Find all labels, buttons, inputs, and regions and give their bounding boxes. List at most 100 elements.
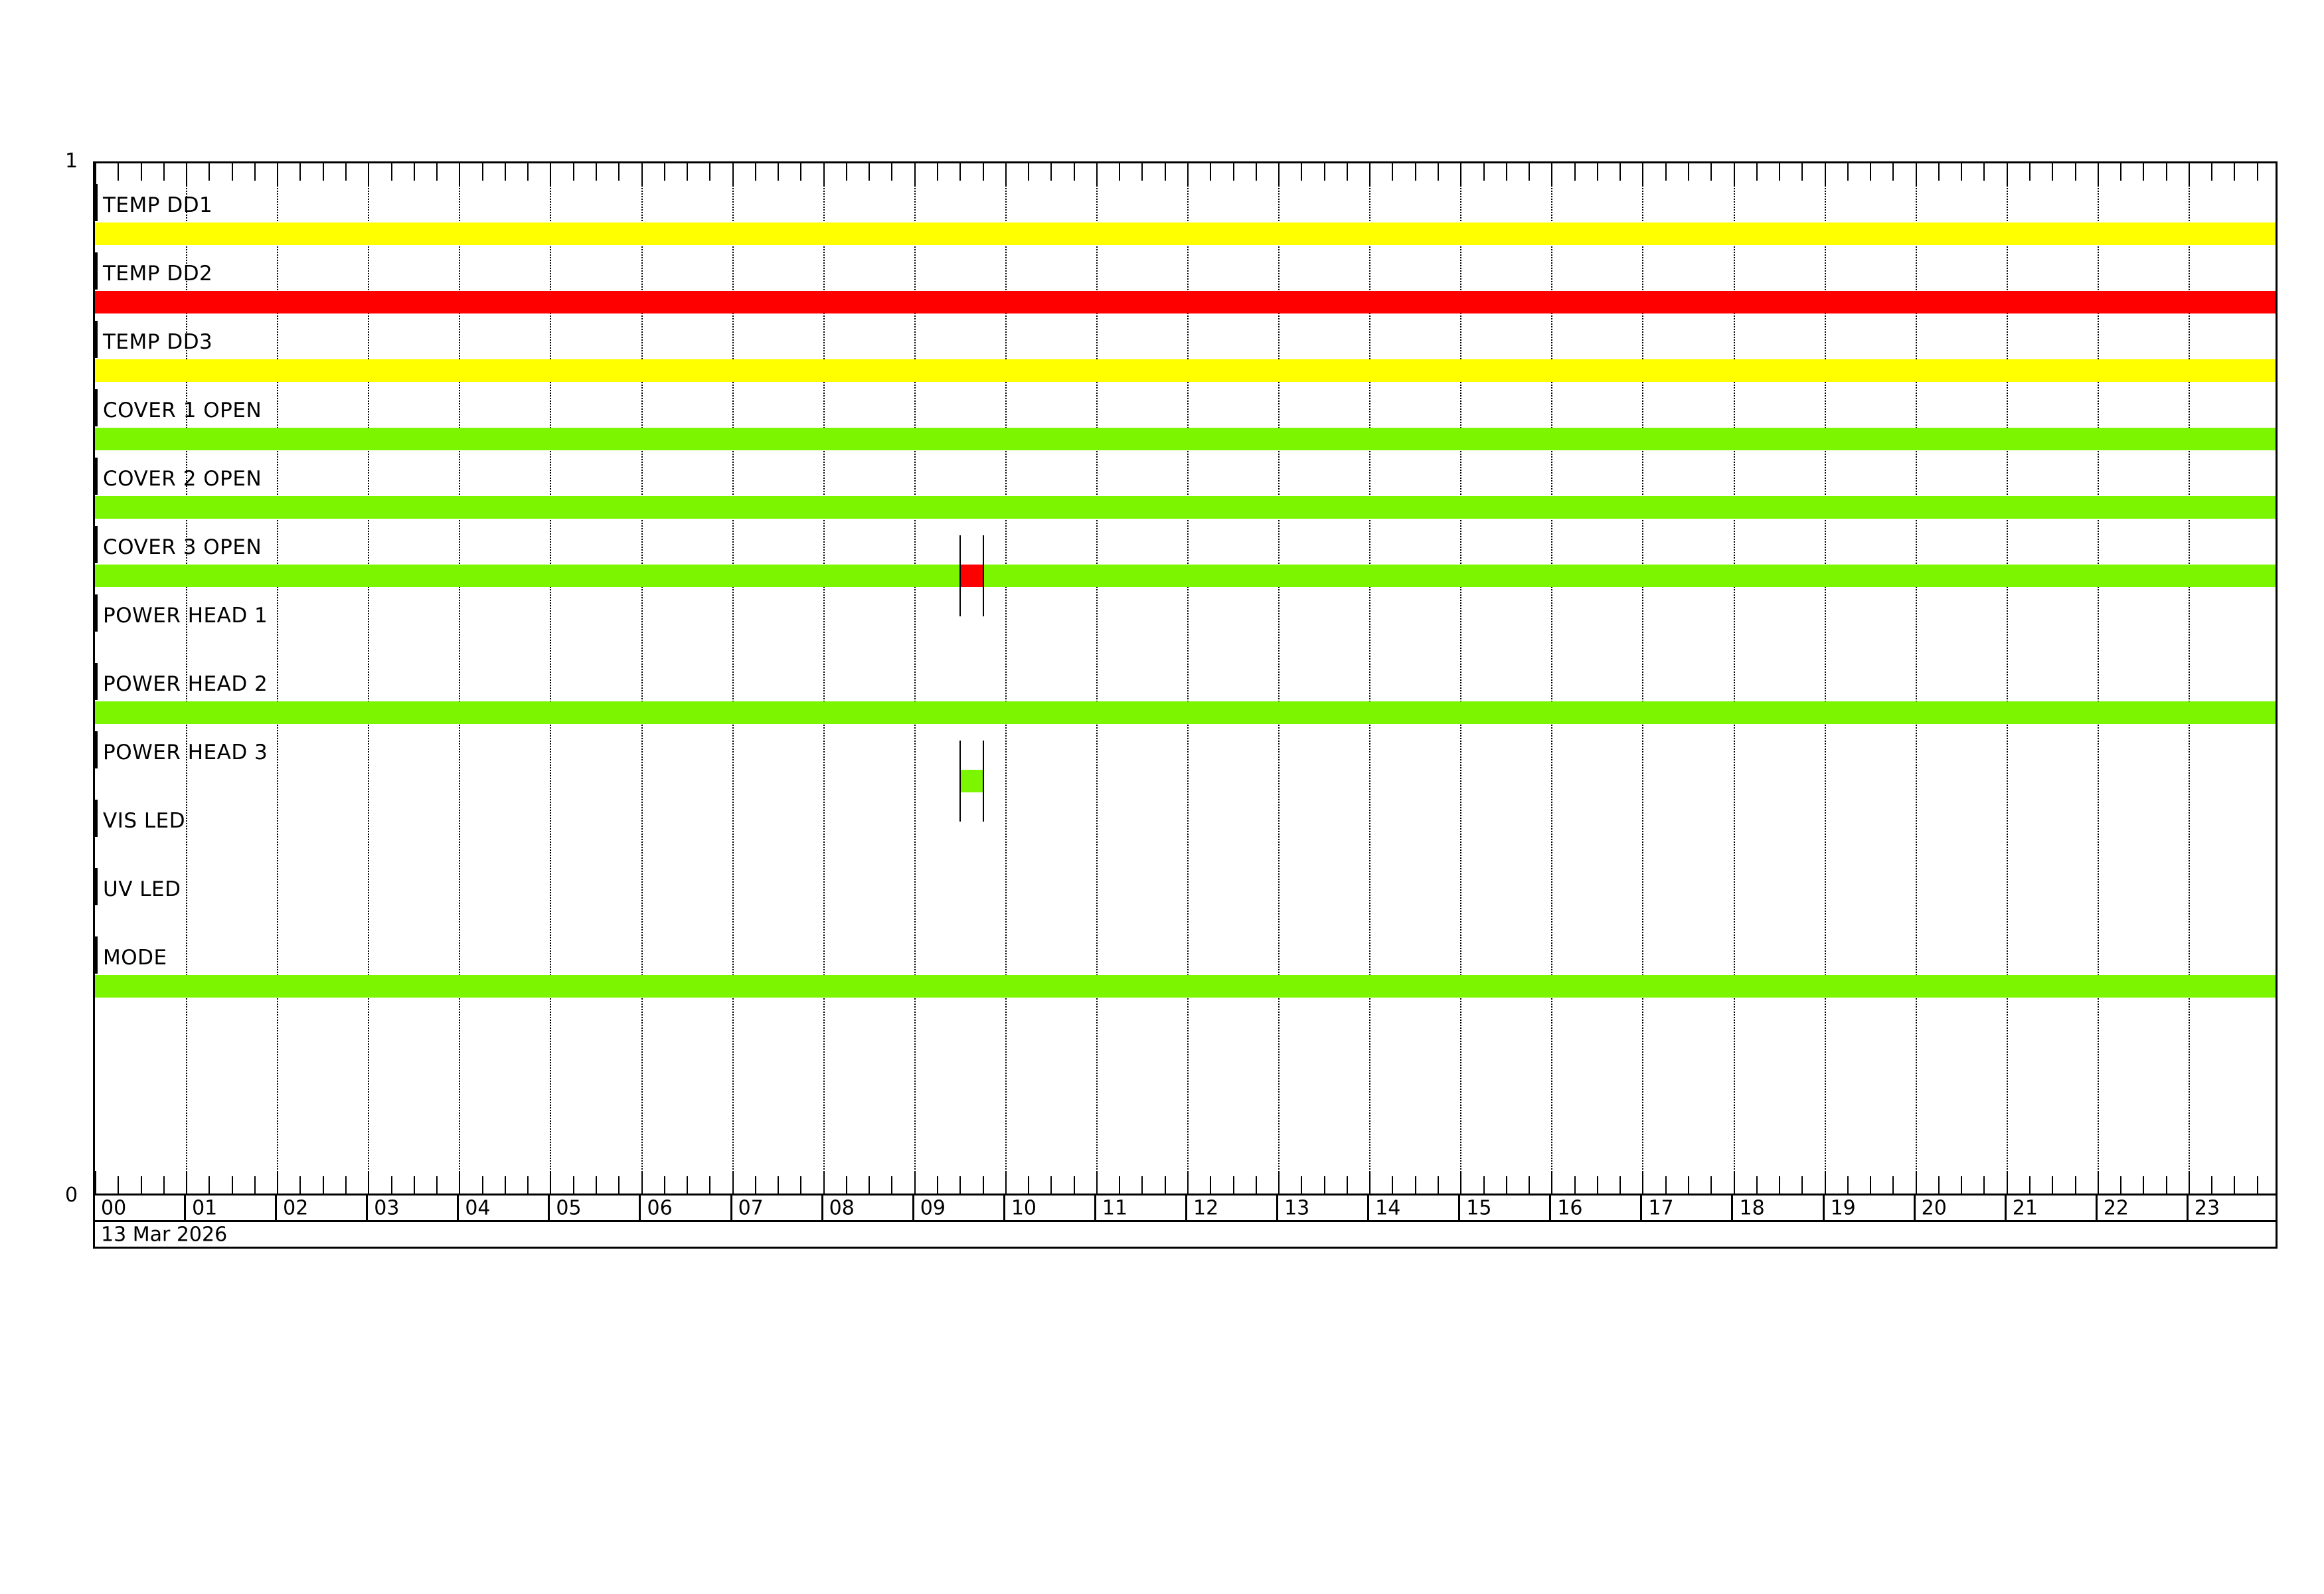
quarter-hour-tick [1847,1176,1849,1194]
quarter-hour-tick [1596,163,1598,181]
quarter-hour-tick [436,1176,438,1194]
quarter-hour-tick [2211,163,2213,181]
quarter-hour-tick [231,163,233,181]
hour-cell-16: 16 [1551,1196,1643,1220]
quarter-hour-tick [481,1176,483,1194]
channel-label-uv-led: UV LED [103,877,181,901]
quarter-hour-tick [572,1176,574,1194]
quarter-hour-tick [754,1176,756,1194]
hour-tick [95,1171,96,1194]
hour-tick [95,163,96,186]
event-boundary-line [982,535,984,616]
quarter-hour-tick [1483,163,1485,181]
hour-gridline [459,163,461,1194]
quarter-hour-tick [1119,163,1121,181]
quarter-hour-tick [140,1176,142,1194]
hour-tick [1733,163,1735,186]
hour-tick [1187,163,1189,186]
event-boundary-line [959,741,961,822]
quarter-hour-tick [800,1176,802,1194]
quarter-hour-tick [322,163,324,181]
quarter-hour-tick [2211,1176,2213,1194]
hour-tick [1733,1171,1735,1194]
quarter-hour-tick [1414,1176,1416,1194]
quarter-hour-tick [845,1176,847,1194]
quarter-hour-tick [1938,163,1940,181]
quarter-hour-tick [1983,163,1985,181]
channel-axis-mark [95,731,98,768]
hour-label: 22 [2103,1196,2129,1219]
channel-axis-mark [95,252,98,290]
quarter-hour-tick [118,1176,120,1194]
hour-gridline [1551,163,1553,1194]
quarter-hour-tick [390,163,392,181]
hour-label: 13 [1284,1196,1310,1219]
hour-tick [1005,163,1007,186]
quarter-hour-tick [1801,1176,1803,1194]
quarter-hour-tick [1710,163,1712,181]
hour-cell-11: 11 [1096,1196,1187,1220]
hour-tick [641,163,643,186]
quarter-hour-tick [2052,1176,2054,1194]
hour-tick [186,1171,188,1194]
channel-axis-mark [95,389,98,426]
channel-label-cover-1-open: COVER 1 OPEN [103,398,262,422]
state-bar [95,428,2276,450]
quarter-hour-tick [299,1176,301,1194]
hour-tick [2188,163,2190,186]
event-marker[interactable] [959,770,983,792]
hour-label: 02 [283,1196,309,1219]
quarter-hour-tick [1619,163,1621,181]
quarter-hour-tick [1301,1176,1303,1194]
hour-tick [641,1171,643,1194]
quarter-hour-tick [1870,1176,1872,1194]
hour-tick [368,163,370,186]
hour-tick [2188,1171,2190,1194]
quarter-hour-tick [1961,1176,1963,1194]
hour-tick [1096,1171,1098,1194]
quarter-hour-tick [527,1176,529,1194]
quarter-hour-tick [2165,163,2167,181]
quarter-hour-tick [618,163,620,181]
quarter-hour-tick [663,163,665,181]
hour-tick [1915,1171,1917,1194]
hour-label: 03 [374,1196,400,1219]
quarter-hour-tick [618,1176,620,1194]
hour-label: 16 [1557,1196,1583,1219]
quarter-hour-tick [1938,1176,1940,1194]
quarter-hour-tick [572,163,574,181]
quarter-hour-tick [1323,1176,1325,1194]
hour-cell-22: 22 [2098,1196,2189,1220]
hour-tick [1278,163,1280,186]
y-axis-max-label: 1 [65,149,78,173]
hour-tick [1369,163,1371,186]
hour-tick [2006,163,2008,186]
quarter-hour-tick [1255,163,1257,181]
hour-gridline [1460,163,1462,1194]
hour-tick [2097,163,2099,186]
date-label: 13 Mar 2026 [101,1223,228,1246]
quarter-hour-tick [254,163,256,181]
hour-tick [1915,163,1917,186]
quarter-hour-tick [1141,163,1143,181]
hour-gridline [914,163,916,1194]
hour-label-row: 00 01 02 03 04 05 06 07 08 09 10 11 12 13 14 15 16 17 18 19… [95,1196,2276,1222]
quarter-hour-tick [1255,1176,1257,1194]
hour-tick [1551,163,1553,186]
hour-gridline [1915,163,1917,1194]
hour-label: 23 [2194,1196,2220,1219]
hour-label: 00 [101,1196,127,1219]
quarter-hour-tick [2143,1176,2145,1194]
quarter-hour-tick [687,163,689,181]
quarter-hour-tick [2029,163,2031,181]
state-bar [95,222,2276,245]
quarter-hour-tick [1483,1176,1485,1194]
channel-axis-mark [95,321,98,358]
quarter-hour-tick [1232,163,1234,181]
hour-tick [277,1171,279,1194]
hour-tick [368,1171,370,1194]
hour-tick [1460,1171,1462,1194]
hour-tick [550,163,552,186]
event-marker[interactable] [959,565,983,587]
